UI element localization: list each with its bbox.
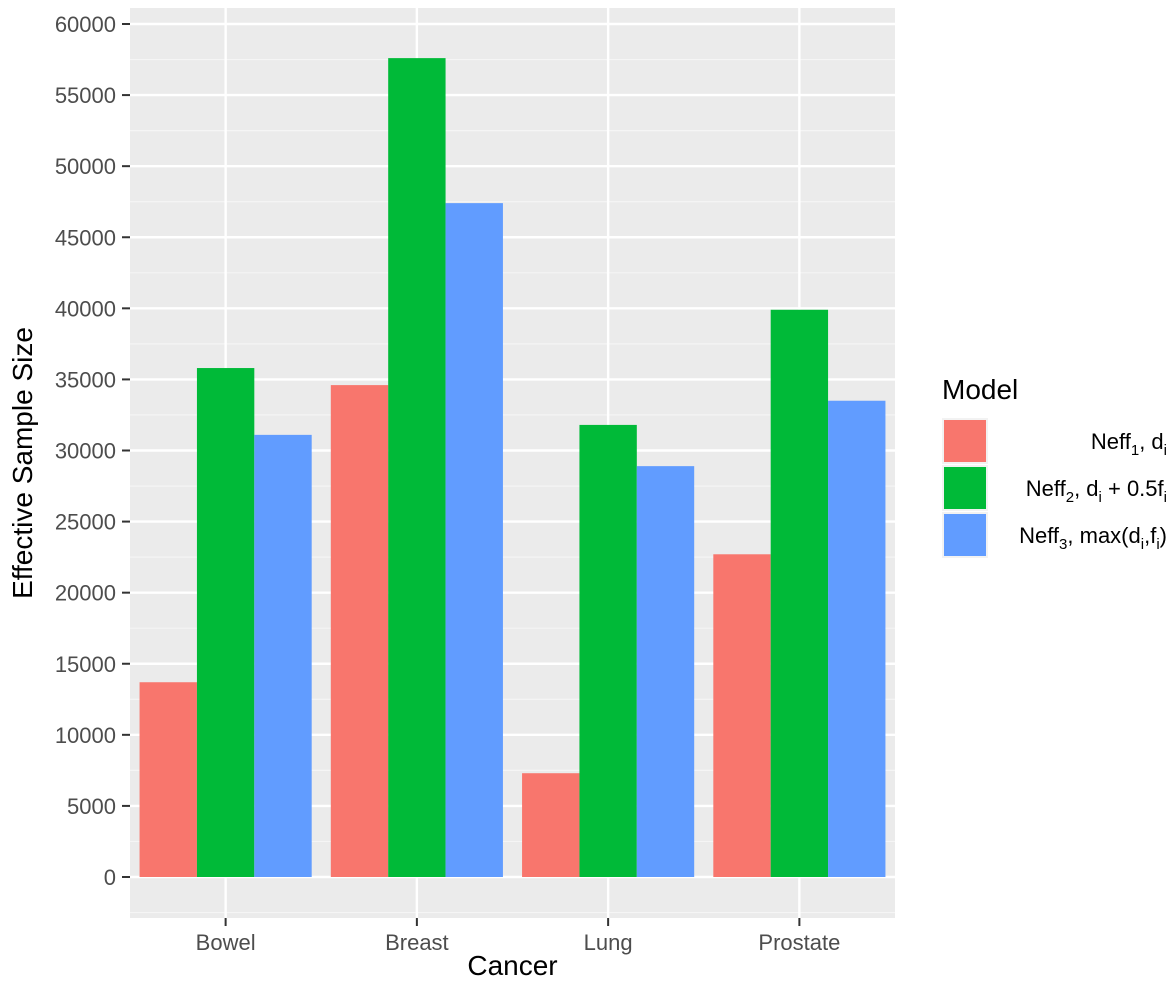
x-tick-label: Breast [385,930,449,955]
y-tick-label: 45000 [55,225,116,250]
x-tick-label: Prostate [758,930,840,955]
legend-label-1: Neff1, di [1091,429,1167,459]
bar-bowel-series-2 [196,368,255,877]
y-tick-label: 10000 [55,723,116,748]
y-tick-label: 15000 [55,652,116,677]
x-tick-label: Bowel [196,930,256,955]
y-tick-label: 0 [104,865,116,890]
legend-title: Model [942,374,1018,405]
bar-breast-series-2 [388,58,446,878]
bar-bowel-series-3 [254,434,312,877]
y-tick-label: 20000 [55,581,116,606]
y-tick-label: 25000 [55,510,116,535]
y-axis: 0 5000 10000 15000 20000 25000 30000 35000 40000… [55,12,130,890]
bar-lung-series-1 [522,773,580,877]
legend-label-2: Neff2, di + 0.5fi [1026,476,1167,506]
bar-prostate-series-3 [828,400,886,877]
legend: Model Neff1, di Neff2, di + 0.5fi Neff3, m… [942,374,1167,558]
bar-breast-series-3 [445,203,503,877]
y-tick-label: 55000 [55,83,116,108]
y-tick-label: 30000 [55,439,116,464]
legend-key-2 [944,467,986,509]
legend-key-1 [944,420,986,462]
bar-bowel-series-1 [139,682,197,877]
y-tick-label: 50000 [55,154,116,179]
bar-prostate-series-1 [713,554,771,877]
x-axis-title: Cancer [467,950,557,981]
y-tick-label: 60000 [55,12,116,37]
y-tick-label: 5000 [67,794,116,819]
y-tick-label: 35000 [55,367,116,392]
x-axis: Bowel Breast Lung Prostate [196,918,840,955]
legend-key-3 [944,514,986,556]
bar-lung-series-3 [636,466,695,877]
x-tick-label: Lung [584,930,633,955]
bar-prostate-series-2 [770,309,829,877]
bars [139,58,886,878]
y-axis-title: Effective Sample Size [7,327,38,599]
y-tick-label: 40000 [55,296,116,321]
bar-breast-series-1 [330,385,389,877]
bar-lung-series-2 [579,424,637,877]
legend-label-3: Neff3, max(di,fi) [1019,523,1167,553]
